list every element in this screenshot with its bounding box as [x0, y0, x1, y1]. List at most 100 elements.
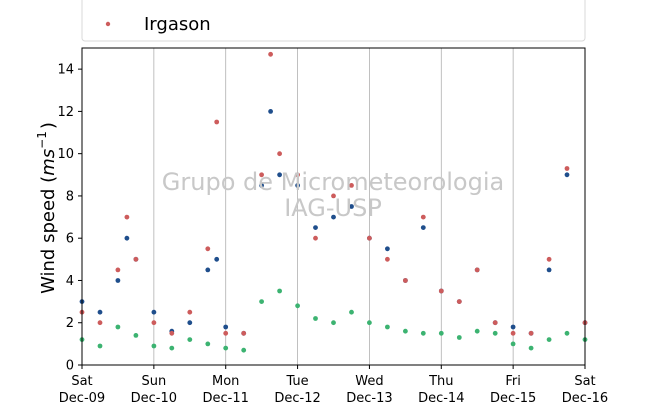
data-point	[528, 345, 534, 351]
data-point	[438, 288, 444, 294]
y-axis-label-exponent: −1	[35, 131, 49, 149]
data-point	[223, 345, 229, 351]
data-point	[277, 172, 282, 178]
data-point	[420, 330, 426, 336]
legend-label-irgason: Irgason	[144, 14, 211, 35]
y-axis-label-close: )	[38, 122, 59, 129]
data-point	[295, 172, 300, 178]
data-point	[115, 267, 121, 273]
x-tick-label-date: Dec-13	[346, 391, 392, 406]
data-point	[151, 309, 157, 315]
data-point	[456, 299, 462, 304]
data-point	[241, 347, 247, 353]
data-point	[277, 288, 282, 294]
data-point	[564, 172, 570, 178]
data-point	[205, 246, 211, 252]
legend: Tower Station Irgason	[81, 0, 586, 42]
data-point	[510, 324, 516, 330]
data-point	[205, 267, 211, 273]
y-axis-label: Wind speed (ms−1)	[35, 122, 59, 294]
x-tick-label-day: Mon	[212, 374, 239, 389]
data-point	[205, 341, 211, 347]
data-point	[259, 172, 264, 178]
plot-area: Grupo de Micrometeorologia IAG-USP	[79, 47, 588, 366]
data-point	[259, 299, 264, 304]
data-point	[277, 151, 282, 157]
data-point	[349, 309, 354, 315]
data-point	[564, 166, 570, 171]
watermark: Grupo de Micrometeorologia IAG-USP	[162, 168, 504, 222]
series-station	[79, 288, 588, 353]
x-tick-label-date: Dec-12	[274, 391, 320, 406]
x-tick-label-date: Dec-16	[562, 391, 608, 406]
x-tick-label-day: Tue	[285, 374, 308, 389]
data-point	[546, 256, 552, 262]
legend-frame	[81, 0, 586, 42]
y-tick-label: 8	[66, 189, 74, 204]
data-point	[367, 320, 372, 326]
data-point	[223, 324, 229, 330]
data-point	[97, 320, 103, 326]
x-tick-label-day: Sat	[71, 374, 92, 389]
data-point	[214, 256, 220, 262]
data-point	[313, 225, 318, 231]
data-point	[331, 214, 336, 220]
data-point	[420, 225, 426, 231]
data-point	[385, 324, 390, 330]
data-point	[510, 330, 516, 336]
data-point	[214, 119, 220, 125]
data-point	[438, 330, 444, 336]
x-tick-label-date: Dec-10	[131, 391, 177, 406]
data-point	[564, 330, 570, 336]
y-axis-label-unit: ms	[38, 149, 59, 176]
y-tick-label: 10	[57, 147, 74, 162]
data-point	[295, 303, 300, 309]
data-point	[313, 316, 318, 321]
x-tick-label-date: Dec-15	[490, 391, 536, 406]
x-tick-label-date: Dec-14	[418, 391, 464, 406]
data-point	[510, 341, 516, 347]
x-tick-label-date: Dec-11	[203, 391, 249, 406]
data-point	[367, 235, 372, 241]
legend-entries: Tower Station Irgason	[105, 0, 574, 35]
y-tick-label: 2	[66, 316, 74, 331]
data-point	[115, 324, 121, 330]
data-point	[241, 330, 247, 336]
data-point	[546, 337, 552, 342]
x-tick-label-day: Sun	[141, 374, 166, 389]
data-point	[97, 343, 103, 349]
data-point	[349, 204, 354, 209]
y-tick-label: 0	[66, 359, 74, 374]
watermark-line-1: Grupo de Micrometeorologia	[162, 168, 504, 196]
data-point	[403, 278, 408, 283]
watermark-line-2: IAG-USP	[284, 194, 382, 222]
data-point	[492, 320, 498, 326]
data-point	[474, 328, 480, 334]
data-point	[187, 337, 193, 342]
data-point	[133, 333, 139, 338]
data-point	[124, 214, 130, 220]
data-point	[295, 183, 300, 188]
data-point	[331, 320, 336, 326]
data-point	[349, 183, 354, 188]
data-point	[546, 267, 552, 273]
data-point	[492, 330, 498, 336]
data-point	[268, 51, 273, 57]
vertical-gridlines	[153, 48, 514, 365]
data-point	[223, 330, 229, 336]
data-point	[456, 335, 462, 340]
y-tick-label: 6	[66, 232, 74, 247]
x-tick-label-day: Sat	[574, 374, 595, 389]
x-tick-label-day: Thu	[428, 374, 453, 389]
data-point	[331, 193, 336, 199]
y-tick-label: 12	[57, 105, 74, 120]
plot-frame	[81, 47, 586, 366]
data-point	[97, 309, 103, 315]
legend-label-tower: Tower	[143, 0, 197, 4]
data-point	[403, 328, 408, 334]
y-axis-label-main: Wind speed (	[38, 176, 59, 294]
legend-label-station: Station	[510, 0, 574, 4]
scatter-points	[79, 51, 588, 353]
data-point	[385, 256, 390, 262]
